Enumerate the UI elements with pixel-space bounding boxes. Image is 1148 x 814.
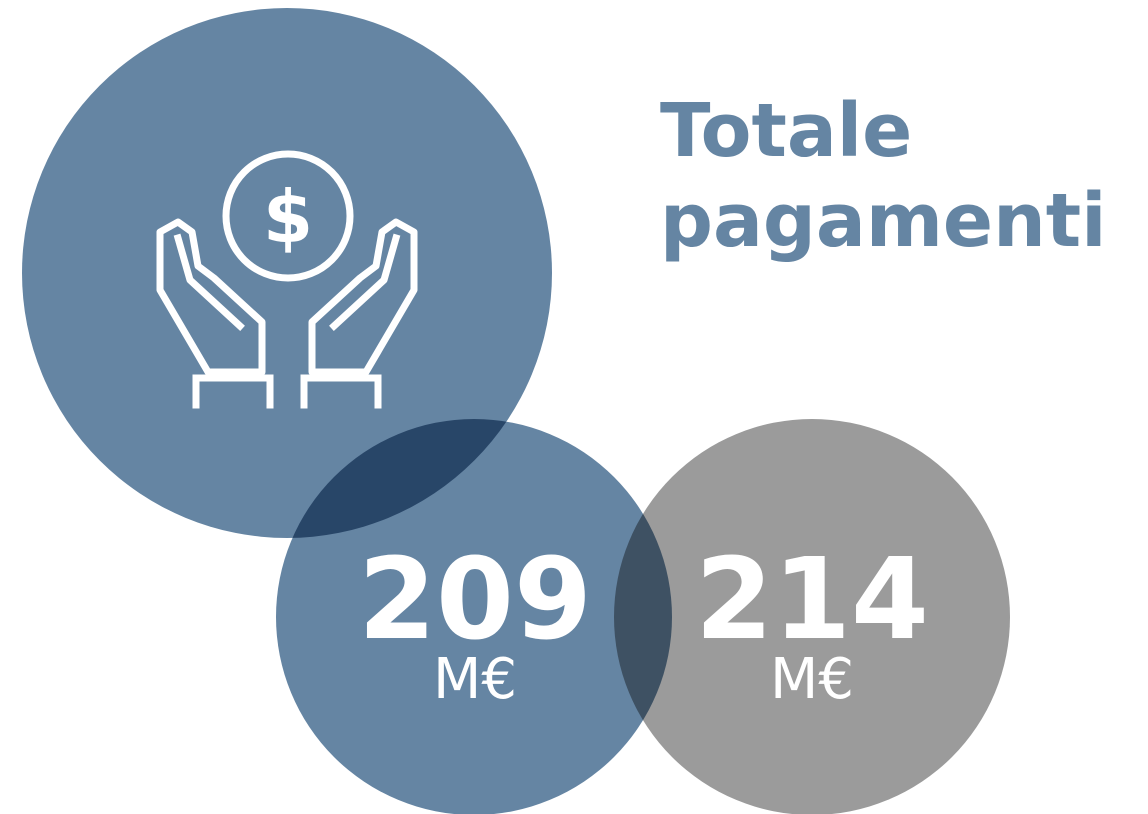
circles xyxy=(22,8,1010,814)
value: 214 xyxy=(695,535,929,665)
unit: M€ xyxy=(433,647,517,712)
unit: M€ xyxy=(770,647,854,712)
icon-circle xyxy=(22,8,552,538)
svg-text:$: $ xyxy=(263,175,313,259)
value: 209 xyxy=(358,535,592,665)
value-circle xyxy=(614,419,1010,814)
value-circle xyxy=(276,419,672,814)
hands-coin-icon: $ xyxy=(156,150,418,409)
title-line: pagamenti xyxy=(660,178,1107,264)
title-line: Totale xyxy=(660,88,912,174)
